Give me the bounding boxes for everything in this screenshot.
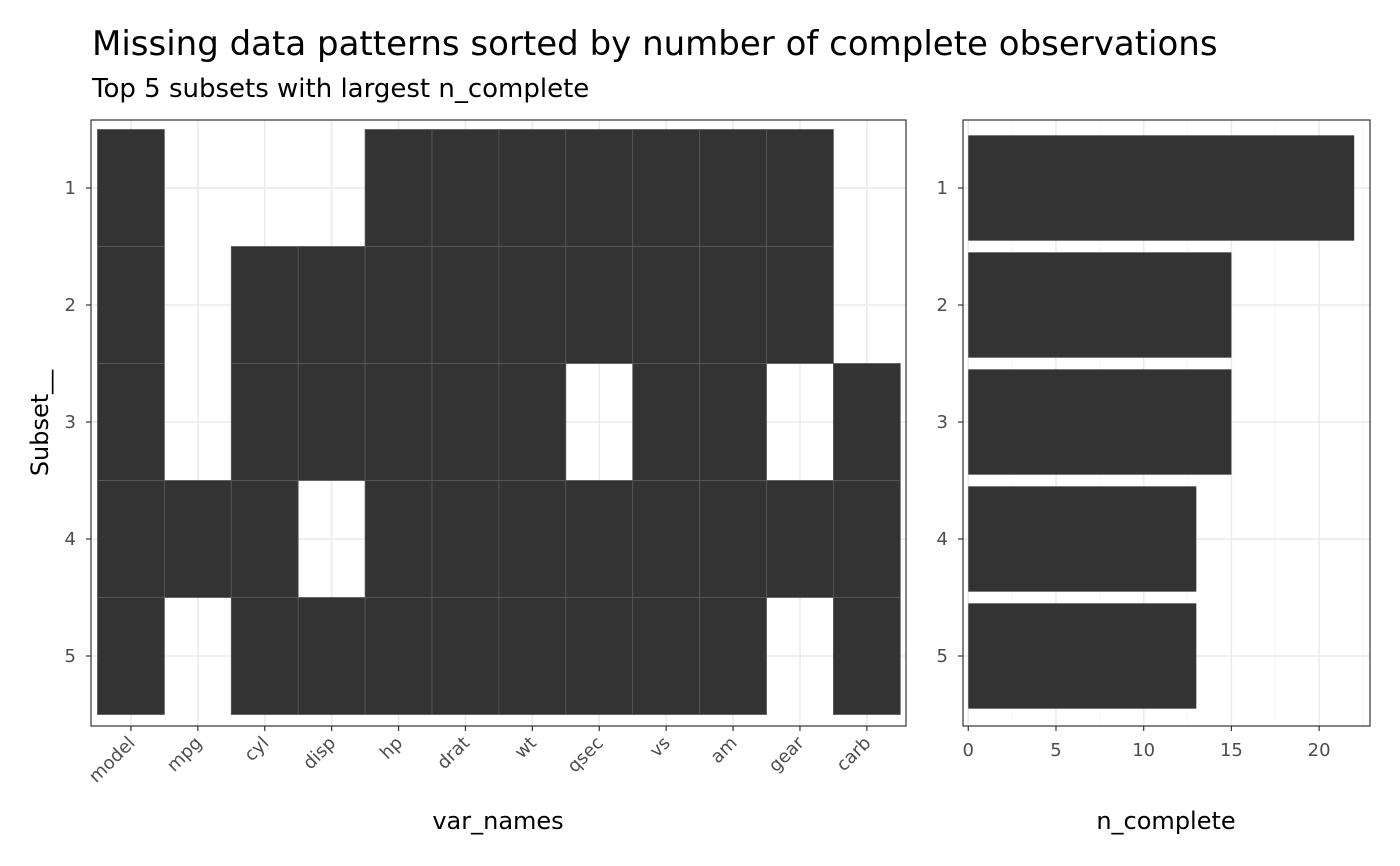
heatmap-y-tick-label: 5 <box>65 646 76 667</box>
heatmap-tile <box>364 480 433 598</box>
heatmap-tile <box>833 480 901 598</box>
bar-x-axis-title: n_complete <box>1096 807 1235 835</box>
heatmap-tile <box>565 597 634 715</box>
heatmap-tile <box>833 363 901 481</box>
heatmap-tile <box>766 480 834 598</box>
heatmap-tile <box>632 129 701 247</box>
heatmap-tile <box>766 129 834 247</box>
bar-x-tick-label: 0 <box>963 740 974 761</box>
heatmap-tile <box>766 246 834 364</box>
heatmap-y-tick-label: 3 <box>65 412 76 433</box>
heatmap-tile <box>498 597 567 715</box>
bar-series <box>968 135 1355 709</box>
heatmap-panel-border <box>90 119 907 727</box>
heatmap-tile <box>699 597 767 715</box>
heatmap-y-tick-label: 1 <box>65 178 76 199</box>
heatmap-tile <box>364 129 433 247</box>
heatmap-tile <box>699 129 767 247</box>
heatmap-tile <box>565 246 634 364</box>
bar-y-tick-label: 2 <box>937 295 948 316</box>
heatmap-tile <box>699 480 767 598</box>
heatmap-tile <box>833 597 901 715</box>
bar-y-tick-label: 1 <box>937 178 948 199</box>
bar-y-tick-label: 3 <box>937 412 948 433</box>
heatmap-tile <box>632 597 701 715</box>
heatmap-tile <box>431 129 500 247</box>
heatmap-tile <box>498 246 567 364</box>
bar-x-tick-label: 20 <box>1308 740 1331 761</box>
heatmap-tile <box>699 363 767 481</box>
heatmap-y-ticks: 1 2 3 4 5 <box>65 178 91 667</box>
bar-y-ticks: 1 2 3 4 5 <box>937 178 963 667</box>
heatmap-tile <box>230 246 299 364</box>
heatmap-tile <box>565 480 634 598</box>
chart-title: Missing data patterns sorted by number o… <box>92 24 1218 64</box>
heatmap-tile <box>97 246 165 364</box>
heatmap-tile <box>230 597 299 715</box>
bar-y-tick-label: 5 <box>937 646 948 667</box>
heatmap-tile <box>632 363 701 481</box>
heatmap-tiles <box>97 129 901 715</box>
bar <box>968 369 1232 475</box>
heatmap-tile <box>364 597 433 715</box>
bar-panel: 1 2 3 4 5 0 5 10 15 20 n_complete <box>937 119 1371 835</box>
bar <box>968 252 1232 358</box>
chart-subtitle: Top 5 subsets with largest n_complete <box>91 74 589 104</box>
heatmap-y-axis-title: Subset__ <box>26 369 54 476</box>
bar <box>968 486 1197 592</box>
heatmap-tile <box>97 363 165 481</box>
bar-x-tick-label: 15 <box>1220 740 1243 761</box>
heatmap-tile <box>97 480 165 598</box>
bar-panel-border <box>962 119 1371 727</box>
heatmap-tile <box>97 597 165 715</box>
bar <box>968 135 1355 241</box>
heatmap-tile <box>230 363 299 481</box>
heatmap-tile <box>297 597 366 715</box>
bar-x-ticks: 0 5 10 15 20 <box>963 726 1331 761</box>
heatmap-tile <box>163 480 232 598</box>
heatmap-tile <box>498 363 567 481</box>
heatmap-y-tick-label: 2 <box>65 295 76 316</box>
bar-x-tick-label: 5 <box>1050 740 1061 761</box>
bar-y-tick-label: 4 <box>937 529 948 550</box>
heatmap-tile <box>632 480 701 598</box>
heatmap-tile <box>297 246 366 364</box>
heatmap-tile <box>230 480 299 598</box>
heatmap-tile <box>498 129 567 247</box>
heatmap-tile <box>364 246 433 364</box>
bar <box>968 603 1197 709</box>
bar-x-tick-label: 10 <box>1132 740 1155 761</box>
heatmap-tile <box>431 597 500 715</box>
heatmap-tile <box>431 363 500 481</box>
heatmap-tile <box>364 363 433 481</box>
heatmap-x-axis-title: var_names <box>432 807 563 835</box>
heatmap-tile <box>431 246 500 364</box>
heatmap-tile <box>699 246 767 364</box>
heatmap-tile <box>431 480 500 598</box>
heatmap-y-tick-label: 4 <box>65 529 76 550</box>
heatmap-tile <box>297 363 366 481</box>
heatmap-tile <box>498 480 567 598</box>
heatmap-tile <box>97 129 165 247</box>
heatmap-tile <box>632 246 701 364</box>
heatmap-tile <box>565 129 634 247</box>
